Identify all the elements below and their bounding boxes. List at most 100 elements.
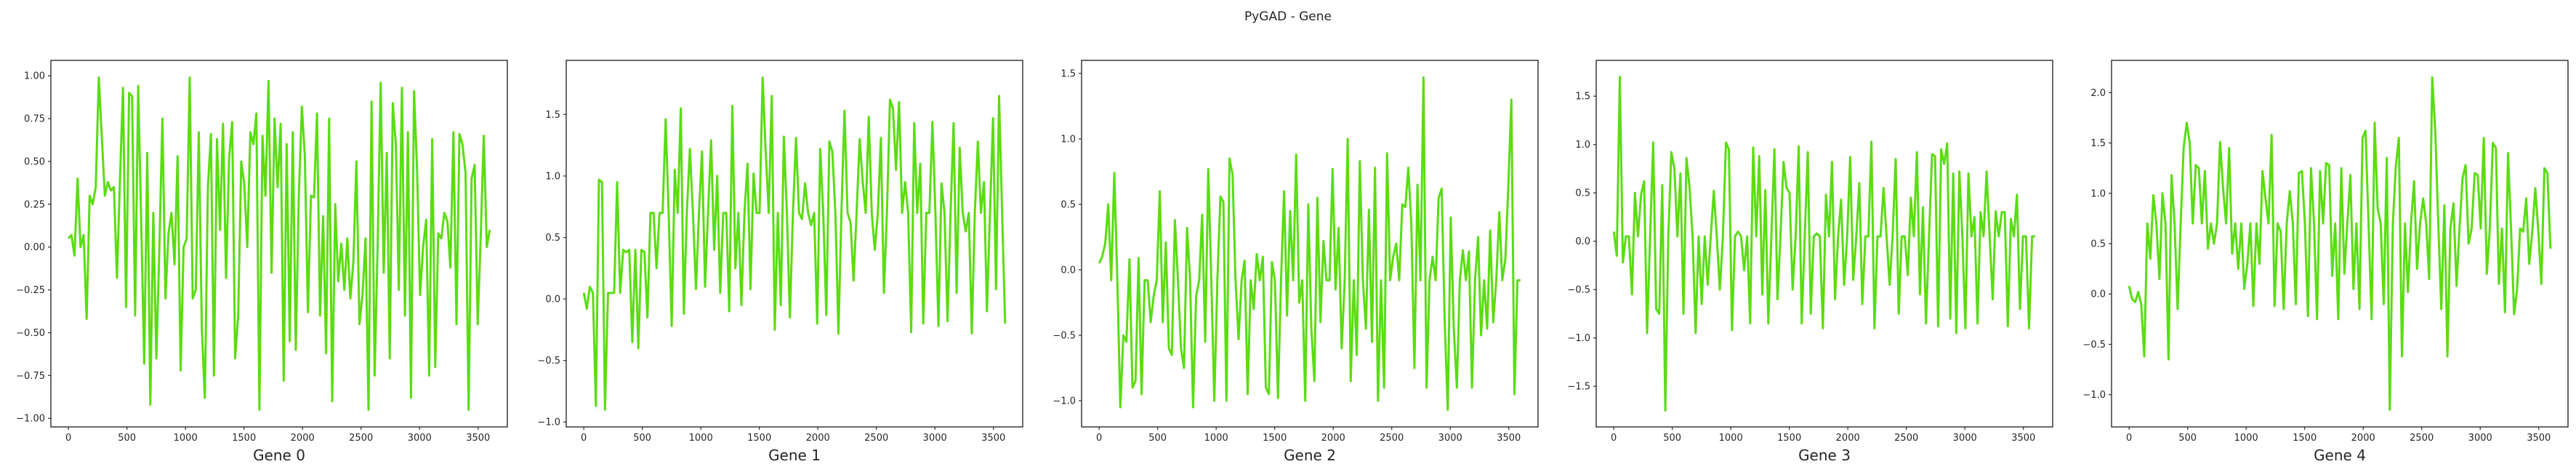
x-tick-label: 1000 <box>1719 433 1743 444</box>
x-tick-label: 0 <box>1611 433 1617 444</box>
gene-4-panel: 0 500 1000 1500 2000 2500 3000 3500 2.0 1.5 1.0 0.5… <box>2061 35 2576 464</box>
y-tick-label: −1.0 <box>1052 396 1076 407</box>
y-tick-label: 1.0 <box>545 171 560 182</box>
y-tick-label: 0.0 <box>1060 265 1076 276</box>
x-tick-label: 0 <box>1096 433 1102 444</box>
x-tick-label: 2000 <box>291 433 315 444</box>
y-tick-label: 1.5 <box>1576 92 1591 103</box>
y-tick-label: −1.0 <box>537 417 560 428</box>
figure-title: PyGAD - Gene <box>1244 9 1332 24</box>
x-tick-label: 3500 <box>981 433 1005 444</box>
x-tick-label: 500 <box>1664 433 1682 444</box>
y-tick-label: 0.5 <box>2091 239 2106 250</box>
y-tick-label: 1.0 <box>1576 140 1591 151</box>
y-tick-label: 0.50 <box>24 156 45 167</box>
plot-box <box>1080 60 1539 428</box>
y-tick-label: 0.0 <box>545 295 560 305</box>
x-tick-label: 3000 <box>408 433 432 444</box>
x-axis-label: Gene 1 <box>768 447 821 464</box>
x-tick-label: 1500 <box>2293 433 2317 444</box>
x-axis-label: Gene 3 <box>1798 447 1851 464</box>
y-tick-label: −1.0 <box>2083 390 2106 401</box>
x-tick-label: 0 <box>581 433 587 444</box>
y-tick-label: 0.5 <box>545 233 560 244</box>
y-tick-label: 0.5 <box>1576 188 1591 199</box>
x-tick-label: 3500 <box>2527 433 2551 444</box>
y-tick-label: 1.5 <box>1060 69 1076 80</box>
plot-box <box>565 60 1023 428</box>
x-tick-label: 500 <box>118 433 136 444</box>
gene-data-line <box>582 76 1007 411</box>
x-axis-label: Gene 2 <box>1284 447 1336 464</box>
y-tick-label: 1.0 <box>2091 188 2106 199</box>
x-tick-label: 500 <box>633 433 651 444</box>
gene-1-panel: 0 500 1000 1500 2000 2500 3000 3500 1.5 1.0 0.5 0.0… <box>515 35 1031 464</box>
x-tick-label: 0 <box>65 433 71 444</box>
y-tick-label: 1.0 <box>1060 135 1076 145</box>
y-tick-label: −0.5 <box>1052 331 1076 342</box>
x-tick-label: 1500 <box>232 433 256 444</box>
y-tick-label: −0.5 <box>537 356 560 367</box>
x-tick-label: 1000 <box>688 433 712 444</box>
plot-box <box>1595 60 2054 428</box>
gene-0-svg: 0 500 1000 1500 2000 2500 3000 3500 1.00 0.75 0.50… <box>16 60 508 464</box>
y-tick-label: −0.50 <box>16 328 45 339</box>
x-tick-label: 2500 <box>1380 433 1404 444</box>
y-tick-label: 1.00 <box>24 71 45 82</box>
x-tick-label: 1500 <box>1778 433 1802 444</box>
x-tick-label: 2500 <box>1895 433 1919 444</box>
x-tick-label: 2000 <box>2351 433 2375 444</box>
y-tick-label: 0.75 <box>24 114 45 125</box>
gene-2-svg: 0 500 1000 1500 2000 2500 3000 3500 1.5 1.0 0.5 0.0… <box>1052 60 1539 464</box>
y-tick-label: −0.25 <box>16 285 45 296</box>
y-tick-label: 0.0 <box>2091 289 2106 300</box>
x-tick-label: 500 <box>2178 433 2197 444</box>
x-tick-label: 2500 <box>349 433 373 444</box>
gene-data-line <box>1098 76 1521 412</box>
gene-data-line <box>2128 76 2552 411</box>
y-tick-label: 1.5 <box>545 110 560 121</box>
y-tick-label: −0.5 <box>1568 285 1591 296</box>
x-tick-label: 1000 <box>174 433 198 444</box>
gene-3-svg: 0 500 1000 1500 2000 2500 3000 3500 1.5 1.0 0.5 0.0… <box>1568 60 2054 464</box>
gene-3-panel: 0 500 1000 1500 2000 2500 3000 3500 1.5 1.0 0.5 0.0… <box>1545 35 2061 464</box>
x-tick-label: 0 <box>2126 433 2132 444</box>
x-axis-label: Gene 4 <box>2314 447 2366 464</box>
x-tick-label: 3000 <box>1438 433 1462 444</box>
y-tick-label: 0.00 <box>24 242 45 253</box>
x-tick-label: 1000 <box>1204 433 1228 444</box>
x-tick-label: 1500 <box>1263 433 1287 444</box>
gene-1-svg: 0 500 1000 1500 2000 2500 3000 3500 1.5 1.0 0.5 0.0… <box>537 60 1023 464</box>
gene-2-panel: 0 500 1000 1500 2000 2500 3000 3500 1.5 1.0 0.5 0.0… <box>1031 35 1546 464</box>
gene-data-line <box>68 76 491 411</box>
y-tick-label: −0.75 <box>16 371 45 382</box>
plot-box <box>2111 60 2569 428</box>
x-tick-label: 3000 <box>922 433 946 444</box>
x-tick-label: 3500 <box>2012 433 2036 444</box>
y-tick-label: −0.5 <box>2083 340 2106 351</box>
x-tick-label: 1500 <box>747 433 771 444</box>
x-tick-label: 1000 <box>2234 433 2258 444</box>
x-tick-label: 3500 <box>1497 433 1521 444</box>
x-tick-label: 2000 <box>1321 433 1345 444</box>
gene-0-panel: 0 500 1000 1500 2000 2500 3000 3500 1.00 0.75 0.50… <box>0 35 515 464</box>
x-tick-label: 3000 <box>1953 433 1977 444</box>
y-tick-label: −1.00 <box>16 414 45 425</box>
gene-4-svg: 0 500 1000 1500 2000 2500 3000 3500 2.0 1.5 1.0 0.5… <box>2083 60 2569 464</box>
x-tick-label: 2500 <box>864 433 888 444</box>
x-tick-label: 3000 <box>2468 433 2492 444</box>
gene-data-line <box>1613 76 2036 412</box>
y-tick-label: 0.0 <box>1576 236 1591 247</box>
y-tick-label: −1.5 <box>1568 382 1591 393</box>
subplot-row: 0 500 1000 1500 2000 2500 3000 3500 1.00 0.75 0.50… <box>0 35 2576 464</box>
y-tick-label: 0.25 <box>24 199 45 210</box>
y-tick-label: 1.5 <box>2091 138 2106 149</box>
y-tick-label: −1.0 <box>1568 333 1591 344</box>
x-tick-label: 2500 <box>2410 433 2434 444</box>
plot-box <box>50 60 508 428</box>
x-axis-label: Gene 0 <box>253 447 305 464</box>
y-tick-label: 0.5 <box>1060 200 1076 211</box>
x-tick-label: 2000 <box>1836 433 1860 444</box>
y-tick-label: 2.0 <box>2091 88 2106 99</box>
x-tick-label: 2000 <box>805 433 829 444</box>
